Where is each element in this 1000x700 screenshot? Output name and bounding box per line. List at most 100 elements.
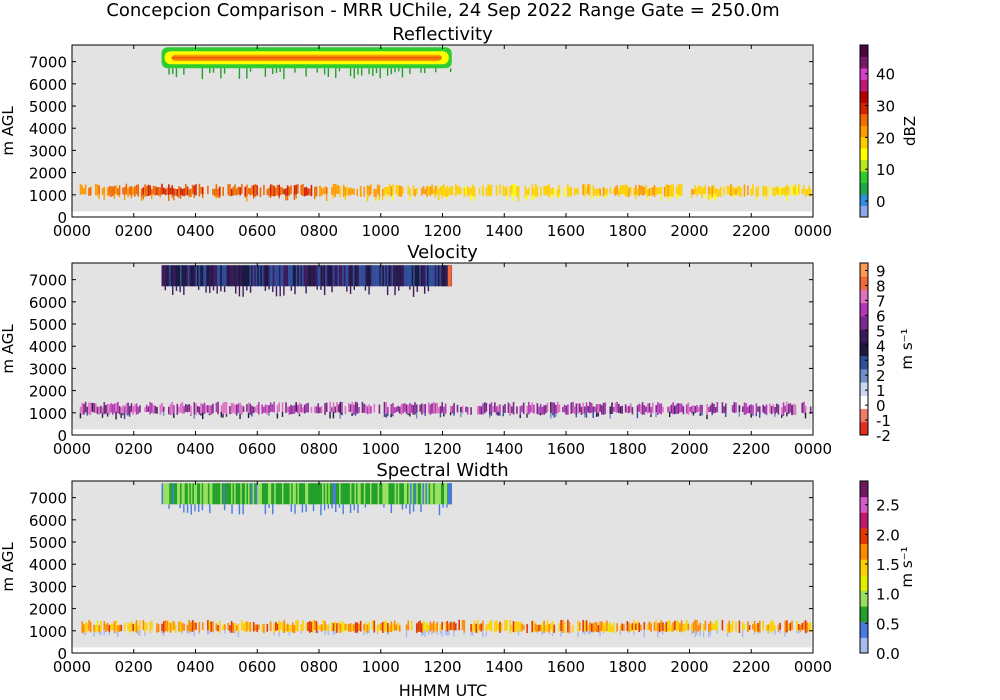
band-cell xyxy=(675,620,678,632)
band-cell xyxy=(108,625,111,633)
band-cell xyxy=(451,186,454,196)
layer-cell xyxy=(286,483,289,505)
band-cell xyxy=(288,186,291,196)
band-cell xyxy=(577,403,579,414)
band-cell xyxy=(117,625,119,632)
band-cell xyxy=(455,623,457,631)
band-cell xyxy=(636,188,639,196)
band-cell xyxy=(329,401,331,413)
band-cell xyxy=(412,185,415,196)
fall-streak xyxy=(290,504,292,512)
band-cell xyxy=(271,404,274,412)
band-cell xyxy=(558,184,561,195)
fall-streak xyxy=(349,286,352,294)
layer-cell xyxy=(241,483,244,505)
band-cell xyxy=(578,403,581,413)
layer-cell xyxy=(363,265,366,287)
colorbar-tick-label: 5 xyxy=(876,322,886,340)
band-cell xyxy=(456,186,459,195)
band-fringe xyxy=(563,194,566,198)
layer-cell xyxy=(195,483,198,505)
layer-cell xyxy=(414,265,417,287)
layer-cell xyxy=(360,483,363,505)
band-cell xyxy=(500,622,503,632)
band-cell xyxy=(514,184,517,196)
band-cell xyxy=(251,185,253,195)
layer-cell xyxy=(173,265,176,287)
band-cell xyxy=(210,621,213,632)
x-tick-label: 1600 xyxy=(547,440,585,458)
band-cell xyxy=(572,624,574,633)
band-cell xyxy=(135,620,138,633)
layer-cell xyxy=(366,265,369,287)
layer-cell xyxy=(437,265,440,287)
fall-streak xyxy=(346,286,348,292)
fall-streak xyxy=(242,504,244,515)
band-fringe xyxy=(161,631,163,634)
band-cell xyxy=(679,403,681,413)
y-axis-label: m AGL xyxy=(0,324,17,374)
band-cell xyxy=(478,624,481,631)
layer-cell xyxy=(403,265,406,287)
band-cell xyxy=(504,186,506,197)
band-cell xyxy=(446,185,449,197)
colorbar-segment xyxy=(860,368,868,383)
band-cell xyxy=(609,187,612,195)
layer-cell xyxy=(181,483,184,505)
band-cell xyxy=(675,187,678,195)
fall-streak xyxy=(268,504,270,508)
fall-streak xyxy=(283,286,285,296)
layer-cell xyxy=(436,265,439,287)
fall-streak xyxy=(368,68,370,75)
band-fringe xyxy=(188,631,190,634)
band-cell xyxy=(483,402,486,414)
fall-streak xyxy=(205,286,207,293)
band-cell xyxy=(183,623,185,631)
band-cell xyxy=(137,184,140,197)
band-cell xyxy=(125,183,128,195)
band-cell xyxy=(215,402,218,413)
band-cell xyxy=(212,621,214,633)
layer-cell xyxy=(422,483,425,505)
y-tick-label: 2000 xyxy=(29,165,67,183)
colorbar-tick-label: -1 xyxy=(876,412,891,430)
band-cell xyxy=(602,186,605,197)
colorbar-segment xyxy=(860,496,868,513)
colorbar-segment xyxy=(860,315,868,330)
band-cell xyxy=(315,406,318,414)
band-fringe xyxy=(224,629,226,634)
band-cell xyxy=(325,187,328,195)
band-cell xyxy=(276,623,279,631)
band-cell xyxy=(775,185,778,194)
layer-cell xyxy=(445,483,448,505)
band-cell xyxy=(482,620,484,631)
band-cell xyxy=(674,620,676,630)
band-cell xyxy=(628,622,630,632)
band-cell xyxy=(668,620,671,631)
layer-cell xyxy=(396,265,398,287)
band-cell xyxy=(758,406,761,415)
band-cell xyxy=(781,407,783,415)
band-fringe xyxy=(536,632,538,634)
band-cell xyxy=(98,406,100,415)
band-cell xyxy=(774,406,776,415)
band-cell xyxy=(431,184,433,194)
band-fringe xyxy=(151,194,153,200)
band-cell xyxy=(505,619,508,631)
band-fringe xyxy=(179,194,182,199)
x-tick-label: 1000 xyxy=(362,658,400,676)
band-cell xyxy=(302,620,304,632)
band-cell xyxy=(195,403,197,415)
colorbar-segment xyxy=(860,194,868,207)
band-cell xyxy=(499,404,501,413)
band-cell xyxy=(317,403,320,414)
band-cell xyxy=(636,620,639,631)
band-fringe xyxy=(517,194,520,202)
band-cell xyxy=(546,620,549,632)
band-cell xyxy=(511,406,513,414)
layer-cell xyxy=(437,483,440,505)
band-cell xyxy=(271,184,274,197)
band-fringe xyxy=(750,413,752,418)
band-fringe xyxy=(519,415,521,419)
